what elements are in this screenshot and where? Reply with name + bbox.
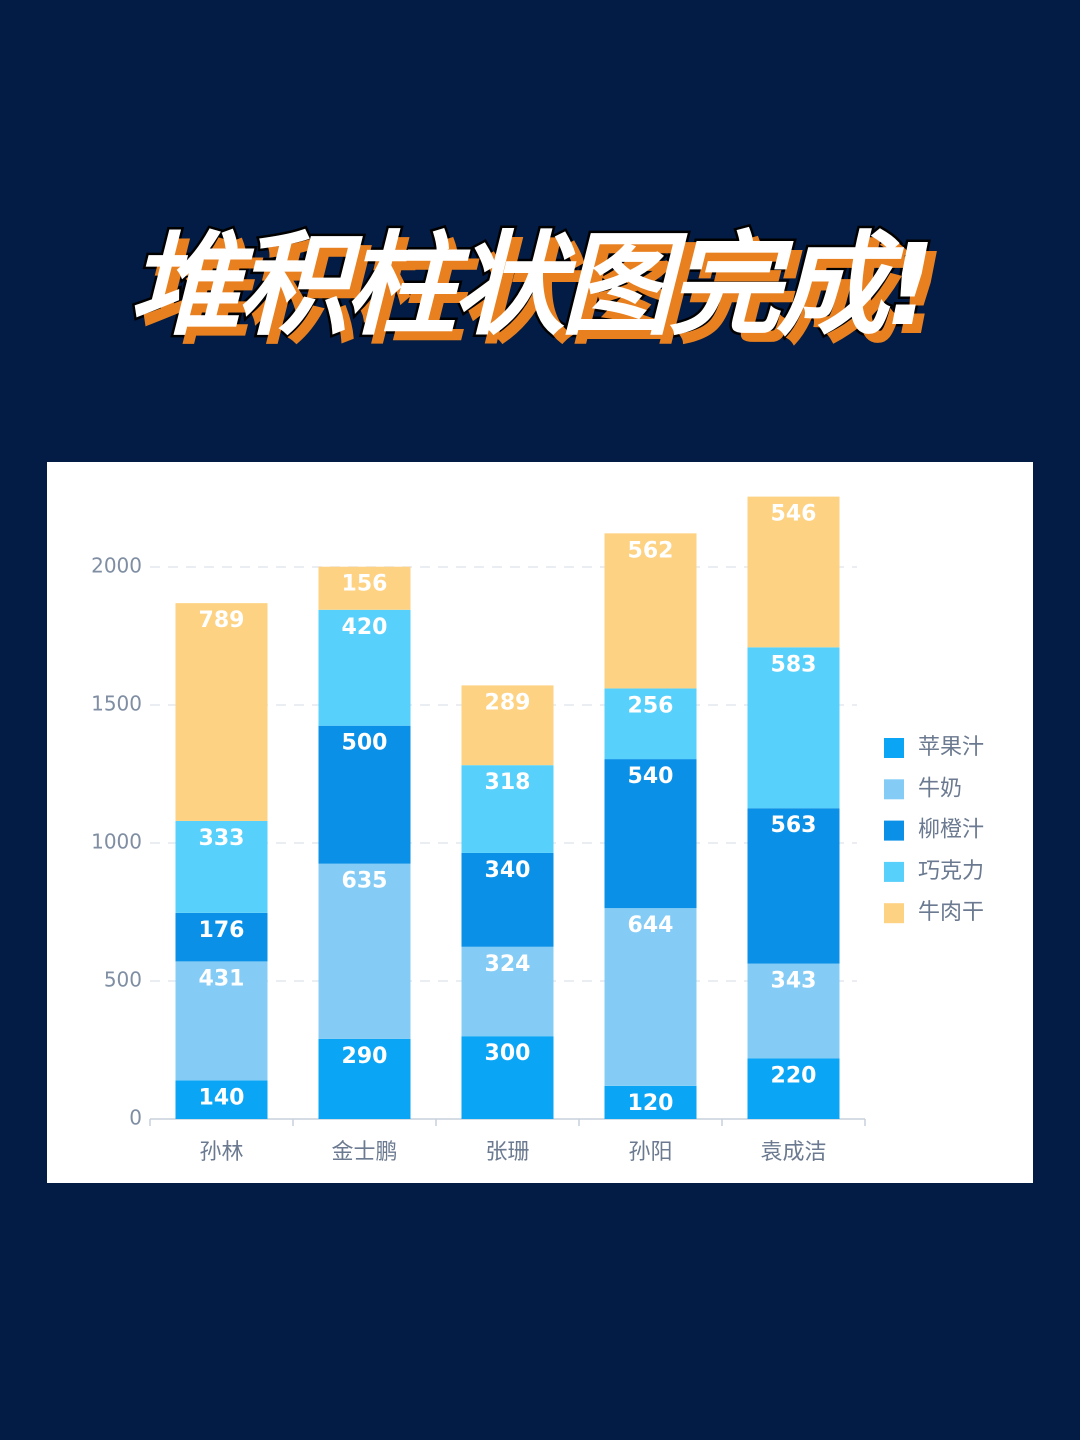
bar-segment xyxy=(318,1038,411,1119)
bar-segment xyxy=(604,908,697,1086)
data-label: 789 xyxy=(199,608,245,633)
x-tick-label: 孙阳 xyxy=(628,1140,672,1165)
legend-swatch xyxy=(884,738,904,758)
bar-segment xyxy=(461,852,554,947)
data-label: 290 xyxy=(342,1044,388,1069)
bar-segment xyxy=(604,688,697,760)
bar-segment xyxy=(747,963,840,1059)
data-label: 431 xyxy=(199,966,245,991)
legend-label: 巧克力 xyxy=(918,859,984,884)
bar-segment xyxy=(318,725,411,864)
x-tick-label: 袁成洁 xyxy=(760,1140,826,1165)
data-label: 644 xyxy=(628,913,674,938)
data-label: 340 xyxy=(485,858,531,883)
page-title: 堆积柱状图完成! xyxy=(126,219,938,354)
data-label: 546 xyxy=(771,502,817,527)
bar-segment xyxy=(318,609,411,726)
data-label: 120 xyxy=(628,1091,674,1116)
bar-segment xyxy=(318,863,411,1039)
y-tick-label: 2000 xyxy=(91,554,142,578)
y-tick-label: 500 xyxy=(104,968,142,992)
x-tick-label: 孙林 xyxy=(199,1140,243,1165)
legend-swatch xyxy=(884,820,904,841)
data-label: 256 xyxy=(628,693,674,718)
data-label: 583 xyxy=(771,652,817,677)
legend-label: 苹果汁 xyxy=(918,735,984,760)
x-tick-label: 张珊 xyxy=(485,1140,529,1165)
bar-segment xyxy=(461,765,554,853)
y-tick-label: 0 xyxy=(129,1106,142,1130)
legend-swatch xyxy=(884,903,904,924)
legend-label: 柳橙汁 xyxy=(918,818,984,843)
bar-segment xyxy=(604,759,697,909)
data-label: 140 xyxy=(199,1085,245,1110)
bar-segment xyxy=(747,647,840,809)
legend-label: 牛奶 xyxy=(918,776,962,801)
data-label: 156 xyxy=(342,572,388,597)
data-label: 635 xyxy=(342,869,388,894)
data-label: 220 xyxy=(771,1063,817,1088)
bar-segment xyxy=(461,685,554,766)
bar-segment xyxy=(747,1058,840,1119)
legend-label: 牛肉干 xyxy=(918,900,984,925)
bar-segment xyxy=(747,496,840,648)
bar-segment xyxy=(461,1036,554,1119)
data-label: 176 xyxy=(199,918,245,943)
bar-segment xyxy=(604,1085,697,1119)
bar-segment xyxy=(175,1080,268,1119)
data-label: 343 xyxy=(771,969,817,994)
data-label: 324 xyxy=(485,952,531,977)
x-tick-label: 金士鹏 xyxy=(331,1140,397,1165)
bar-segment xyxy=(175,961,268,1081)
data-label: 318 xyxy=(485,770,531,795)
legend-swatch xyxy=(884,861,904,882)
bar-segment xyxy=(175,820,268,913)
data-label: 563 xyxy=(771,813,817,838)
data-label: 300 xyxy=(485,1041,531,1066)
data-label: 500 xyxy=(342,731,388,756)
bar-segment xyxy=(461,946,554,1037)
bar-segment xyxy=(747,808,840,964)
bar-segment xyxy=(175,912,268,962)
y-tick-label: 1000 xyxy=(91,830,142,854)
data-label: 540 xyxy=(628,764,674,789)
bar-segment xyxy=(175,603,268,821)
legend-swatch xyxy=(884,779,904,800)
data-label: 562 xyxy=(628,538,674,563)
data-label: 333 xyxy=(199,826,245,851)
bar-segment xyxy=(604,533,697,689)
bar-segment xyxy=(318,566,411,610)
data-label: 420 xyxy=(342,615,388,640)
y-tick-label: 1500 xyxy=(91,692,142,716)
data-label: 289 xyxy=(485,690,531,715)
